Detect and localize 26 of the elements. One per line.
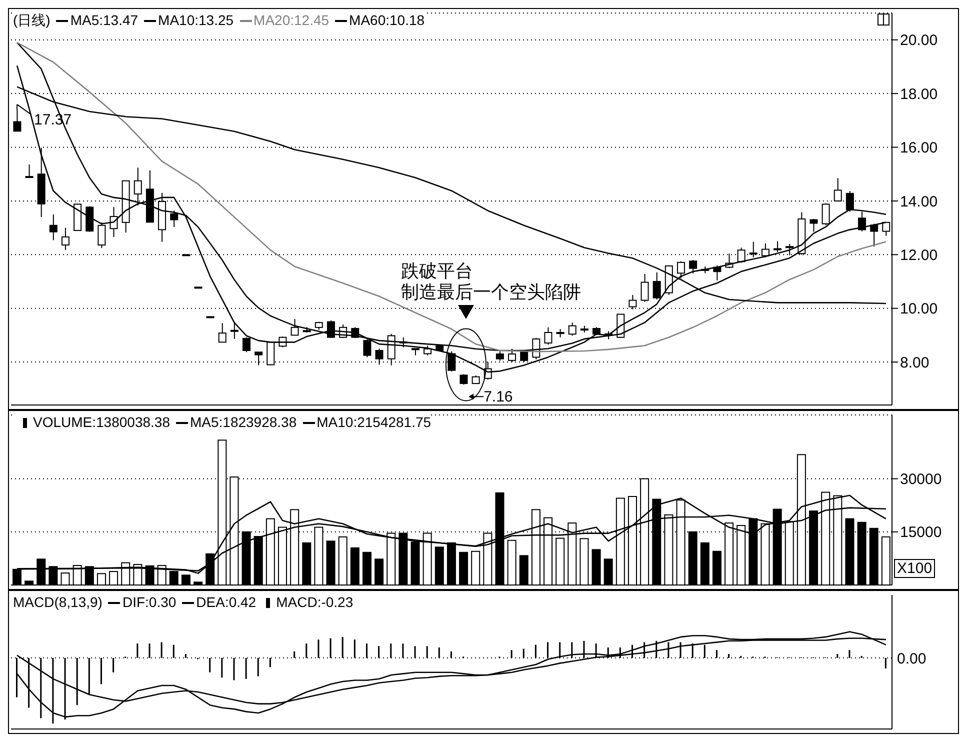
ref-line-label: 0.00 bbox=[897, 650, 926, 668]
y-tick-label: 20.00 bbox=[900, 32, 938, 50]
legend-label: MACD:-0.23 bbox=[275, 594, 354, 610]
chart-title: MACD(8,13,9) bbox=[13, 594, 102, 610]
legend-label: VOLUME:1380038.38 bbox=[32, 414, 170, 430]
y-tick-label: 15000 bbox=[900, 524, 942, 542]
annotation: 跌破平台 bbox=[401, 261, 473, 281]
text: X100 bbox=[894, 559, 936, 578]
annotation: 7.16 bbox=[484, 388, 513, 406]
y-tick-label: 30000 bbox=[900, 471, 942, 488]
y-tick-label: 12.00 bbox=[900, 246, 938, 264]
y-tick-label: 14.00 bbox=[900, 193, 938, 210]
annotation: 制造最后一个空头陷阱 bbox=[401, 282, 581, 302]
y-tick-label: 8.00 bbox=[900, 354, 930, 372]
legend-label: MA10:13.25 bbox=[157, 12, 234, 28]
legend-label: MA5:1823928.38 bbox=[188, 414, 297, 430]
legend-label: DIF:0.30 bbox=[121, 594, 176, 610]
legend-label: MA10:2154281.75 bbox=[316, 414, 432, 430]
legend-label: DEA:0.42 bbox=[195, 594, 256, 610]
y-tick-label: 18.00 bbox=[900, 86, 938, 103]
y-tick-label: 10.00 bbox=[900, 300, 938, 318]
legend-label: MA20:12.45 bbox=[252, 12, 330, 28]
legend-label: MA60:10.18 bbox=[348, 12, 425, 28]
chart-title: (日线) bbox=[13, 12, 50, 28]
y-tick-label: 16.00 bbox=[900, 140, 938, 157]
legend-label: MA5:13.47 bbox=[69, 12, 138, 28]
